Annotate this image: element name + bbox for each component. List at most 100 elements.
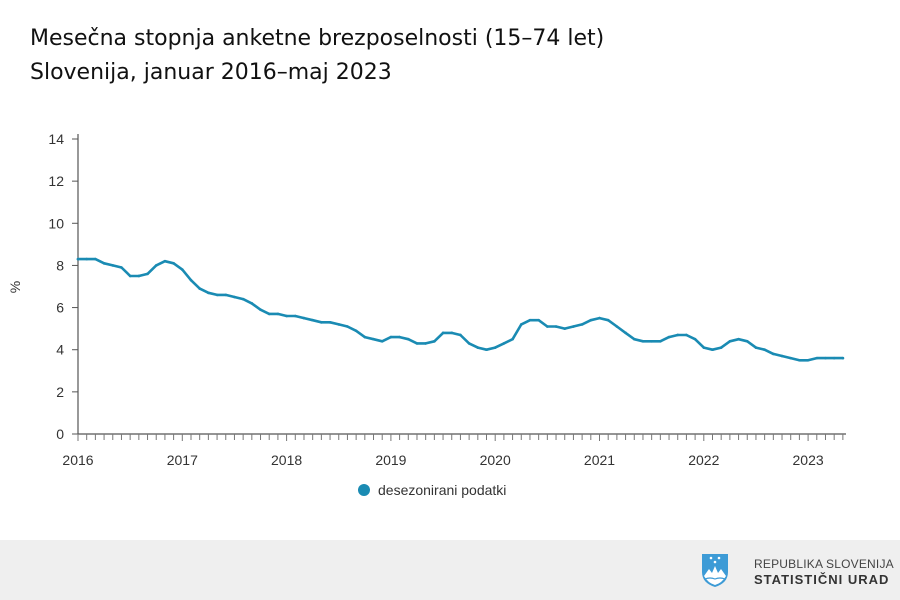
data-point <box>554 325 558 328</box>
data-point <box>94 257 97 261</box>
data-point <box>685 333 688 337</box>
data-point <box>215 293 219 297</box>
title-line-1: Mesečna stopnja anketne brezposelnosti (… <box>30 26 605 51</box>
data-point <box>102 262 106 265</box>
data-point <box>676 333 680 337</box>
y-tick-label: 2 <box>56 384 64 400</box>
data-point <box>302 316 306 320</box>
data-point <box>363 335 367 339</box>
x-tick-label: 2021 <box>584 452 615 468</box>
title-line-2: Slovenija, januar 2016–maj 2023 <box>30 60 392 85</box>
data-point <box>728 339 732 343</box>
data-point <box>406 337 410 341</box>
data-point <box>450 331 454 335</box>
data-point <box>111 264 115 267</box>
data-point <box>285 314 288 318</box>
data-point <box>441 331 445 335</box>
x-tick-label: 2017 <box>167 452 198 468</box>
data-point <box>320 321 323 324</box>
data-point <box>815 356 819 360</box>
data-point <box>624 331 627 335</box>
data-point <box>798 358 801 362</box>
data-point <box>511 337 514 341</box>
y-tick-label: 14 <box>48 131 64 147</box>
data-point <box>120 266 123 269</box>
data-point <box>259 308 262 311</box>
data-point <box>650 339 653 343</box>
data-point <box>580 323 584 326</box>
x-tick-label: 2018 <box>271 452 302 468</box>
legend-label: desezonirani podatki <box>378 482 506 498</box>
chart-title: Mesečna stopnja anketne brezposelnosti (… <box>30 22 604 90</box>
line-chart: 0 2 4 6 8 10 12 14% 2016 2017 2018 2019 2020 2021 2022… <box>7 131 846 498</box>
data-point <box>824 356 827 360</box>
data-point <box>389 335 393 339</box>
data-point <box>763 348 766 352</box>
data-point <box>380 339 384 343</box>
legend-marker <box>358 484 370 496</box>
y-tick-label: 10 <box>48 215 64 231</box>
data-point <box>641 339 645 343</box>
series-line-0 <box>76 257 845 362</box>
data-point <box>546 325 549 328</box>
x-tick-label: 2019 <box>375 452 406 468</box>
data-point <box>233 295 236 299</box>
data-point <box>702 346 706 349</box>
data-point <box>328 321 332 324</box>
data-point <box>745 339 749 343</box>
data-point <box>537 318 540 322</box>
footer <box>0 540 900 600</box>
data-point <box>224 293 228 297</box>
data-point <box>598 316 601 320</box>
data-point <box>572 325 575 328</box>
data-point <box>832 356 836 360</box>
y-tick-label: 6 <box>56 300 64 316</box>
y-axis-label: % <box>7 281 23 293</box>
x-tick-label: 2023 <box>793 452 824 468</box>
data-point <box>154 264 158 267</box>
x-tick-label: 2022 <box>688 452 719 468</box>
data-point <box>459 333 462 337</box>
data-point <box>137 274 141 278</box>
data-point <box>659 339 662 343</box>
data-point <box>354 329 358 333</box>
data-point <box>502 342 506 345</box>
data-point <box>493 346 497 349</box>
data-point <box>841 356 845 360</box>
data-point <box>207 291 210 295</box>
data-point <box>346 325 349 328</box>
y-tick-label: 0 <box>56 426 64 442</box>
data-point <box>632 337 636 341</box>
data-point <box>772 352 775 356</box>
data-point <box>754 346 758 349</box>
data-point <box>485 348 488 352</box>
data-point <box>615 325 619 328</box>
data-point <box>250 302 254 305</box>
data-point <box>528 318 532 322</box>
data-point <box>146 272 149 276</box>
data-point <box>398 335 401 339</box>
data-point <box>589 318 593 322</box>
data-point <box>563 327 567 330</box>
data-point <box>198 287 201 290</box>
data-point <box>128 274 132 278</box>
x-tick-label: 2020 <box>480 452 511 468</box>
data-point <box>85 257 88 261</box>
y-tick-label: 8 <box>56 257 64 273</box>
y-tick-label: 4 <box>56 342 64 358</box>
data-point <box>519 323 523 326</box>
org-name-line-2: STATISTIČNI URAD <box>754 572 890 587</box>
data-point <box>719 346 723 349</box>
data-point <box>76 257 80 261</box>
data-point <box>806 358 810 362</box>
org-name-line-1: REPUBLIKA SLOVENIJA <box>754 557 894 571</box>
data-point <box>276 312 280 316</box>
data-point <box>711 348 714 352</box>
y-tick-label: 12 <box>48 173 64 189</box>
data-point <box>293 314 297 318</box>
data-point <box>424 342 427 345</box>
data-point <box>163 259 167 263</box>
data-point <box>467 342 471 345</box>
x-tick-label: 2016 <box>62 452 93 468</box>
data-point <box>780 354 784 358</box>
